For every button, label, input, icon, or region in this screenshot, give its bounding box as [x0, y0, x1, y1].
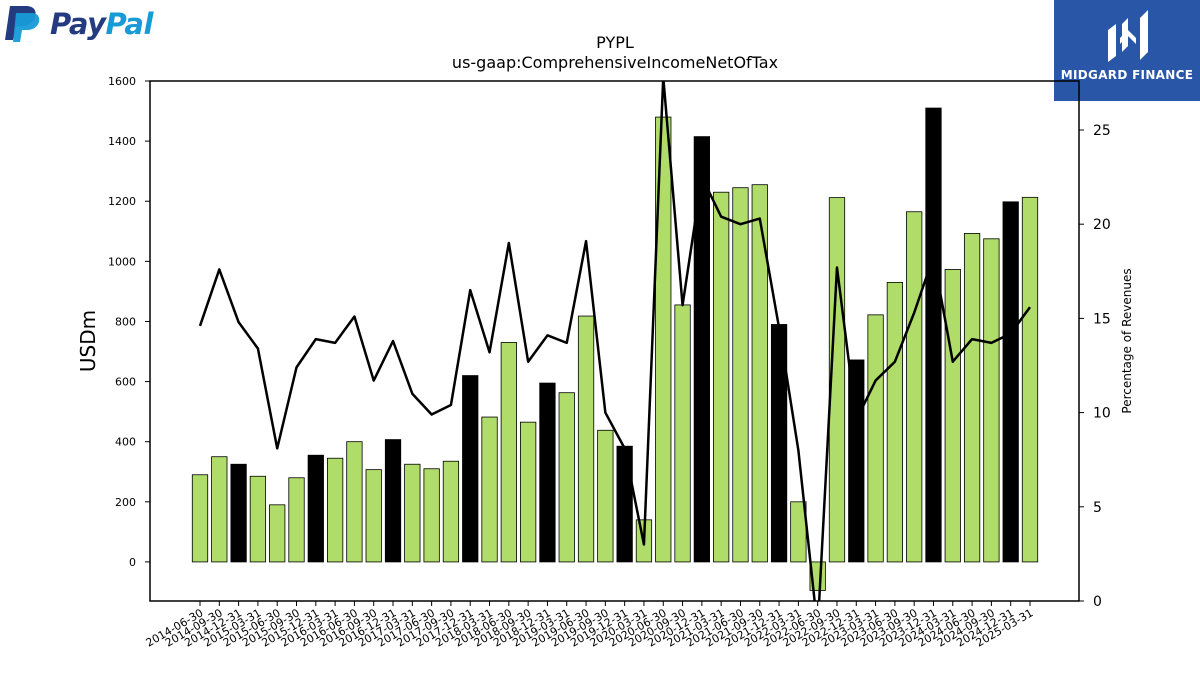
paypal-p-icon	[5, 6, 40, 42]
bar-2017-06-30	[423, 468, 440, 563]
chart-title: PYPL	[596, 33, 634, 52]
paypal-wordmark-pay: Pay	[50, 7, 106, 41]
bar-2018-06-30	[500, 342, 517, 563]
x-axis: 2014-06-302014-09-302014-12-312015-03-31…	[144, 601, 1036, 650]
bar-2017-12-31	[462, 375, 479, 563]
y2-axis-label: Percentage of Revenues	[1120, 268, 1134, 413]
bar-2024-09-30	[983, 238, 1000, 563]
plot-frame	[149, 80, 1080, 602]
bar-2024-06-30	[963, 232, 981, 563]
bar-2016-03-31	[326, 457, 344, 563]
bar-2019-06-30	[577, 315, 595, 563]
bar-2019-09-30	[597, 429, 614, 563]
paypal-wordmark: PayPal	[50, 7, 153, 41]
bar-2015-06-30	[269, 504, 286, 563]
bar-2015-12-31	[307, 454, 324, 563]
bar-2016-06-30	[346, 441, 363, 563]
y-tick-label: 400	[115, 436, 136, 449]
paypal-logo: PayPal	[4, 4, 174, 48]
y-tick-label: 200	[115, 496, 136, 509]
percentage-line	[198, 81, 1032, 601]
bar-2025-03-31	[1021, 196, 1039, 563]
bar-2024-03-31	[944, 269, 961, 563]
bar-2015-03-31	[249, 475, 267, 563]
bar-2014-12-31	[230, 463, 247, 563]
bar-2018-03-31	[481, 416, 498, 563]
bar-2017-09-30	[442, 460, 460, 563]
bar-2021-06-30	[732, 187, 749, 563]
y2-tick-label: 25	[1093, 123, 1111, 139]
y-axis-right: 0 5 10 15 20 25	[1079, 123, 1111, 610]
y-tick-label: 800	[115, 315, 136, 328]
chart-subtitle: us-gaap:ComprehensiveIncomeNetOfTax	[452, 53, 778, 72]
midgard-finance-logo: MIDGARD FINANCE	[1054, 0, 1200, 101]
midgard-emblem-icon	[1108, 10, 1148, 62]
y2-tick-label: 20	[1093, 217, 1111, 233]
bar-2018-09-30	[520, 421, 537, 563]
y-tick-label: 1200	[108, 195, 136, 208]
y2-tick-label: 10	[1093, 406, 1111, 422]
bar-2016-12-31	[384, 439, 402, 563]
y-tick-label: 0	[129, 556, 136, 569]
bar-2023-09-30	[906, 211, 923, 563]
y-axis-label: USDm	[76, 310, 100, 372]
bar-2016-09-30	[365, 469, 382, 563]
y2-tick-label: 0	[1093, 594, 1102, 610]
bar-2014-06-30	[191, 474, 209, 563]
bar-2023-06-30	[886, 281, 903, 563]
bar-series	[191, 107, 1039, 591]
bar-2024-12-31	[1002, 201, 1019, 563]
line-series	[198, 81, 1032, 601]
y-tick-label: 600	[115, 376, 136, 389]
y-tick-label: 1400	[108, 135, 136, 148]
y-axis-left: 0 200 400 600 800 1000 1200 1400 1600	[108, 75, 150, 569]
bar-2023-12-31	[925, 107, 942, 563]
y-tick-label: 1000	[108, 255, 136, 268]
bar-2015-09-30	[288, 477, 305, 563]
midgard-wordmark: MIDGARD FINANCE	[1060, 68, 1194, 82]
y-tick-label: 1600	[108, 75, 136, 88]
y2-tick-label: 5	[1093, 500, 1102, 516]
y2-tick-label: 15	[1093, 311, 1111, 327]
bar-2020-12-31	[693, 136, 710, 563]
bar-2018-12-31	[539, 382, 556, 563]
bar-2020-09-30	[674, 304, 691, 563]
bar-2021-09-30	[751, 184, 768, 563]
bar-2020-06-30	[655, 116, 672, 563]
bar-2017-03-31	[404, 463, 421, 563]
bar-2019-03-31	[558, 392, 575, 563]
bar-2014-09-30	[211, 456, 228, 563]
bar-2019-12-31	[616, 445, 633, 563]
bar-2022-12-31	[848, 359, 865, 563]
paypal-wordmark-pal: Pal	[105, 7, 153, 41]
bar-2021-03-31	[713, 191, 730, 563]
bar-2023-03-31	[867, 314, 884, 563]
